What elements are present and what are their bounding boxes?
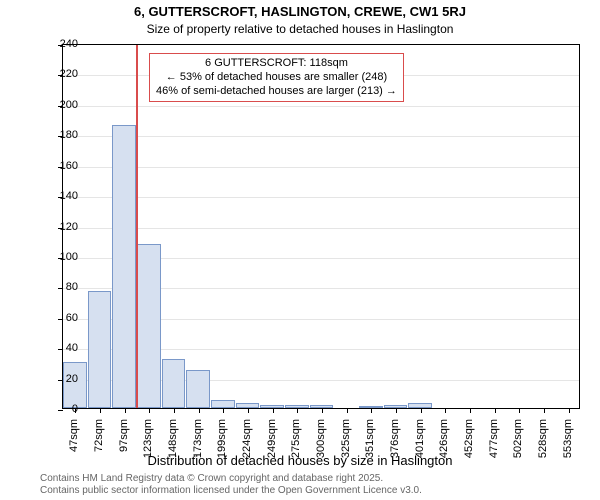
histogram-bar bbox=[162, 359, 186, 408]
x-tick-label: 275sqm bbox=[290, 419, 302, 479]
y-tick-label: 40 bbox=[46, 342, 78, 354]
x-tick-label: 325sqm bbox=[340, 419, 352, 479]
histogram-bar bbox=[186, 370, 210, 408]
x-tick-label: 528sqm bbox=[537, 419, 549, 479]
x-tick-label: 249sqm bbox=[266, 419, 278, 479]
x-tick-label: 376sqm bbox=[389, 419, 401, 479]
chart-footer: Contains HM Land Registry data © Crown c… bbox=[40, 473, 422, 496]
reference-line bbox=[136, 45, 138, 408]
x-tick-label: 199sqm bbox=[216, 419, 228, 479]
y-tick-label: 20 bbox=[46, 373, 78, 385]
plot-area: 6 GUTTERSCROFT: 118sqm← 53% of detached … bbox=[62, 44, 580, 409]
y-tick-label: 180 bbox=[46, 129, 78, 141]
annotation-line: 6 GUTTERSCROFT: 118sqm bbox=[156, 57, 397, 71]
x-tick-label: 173sqm bbox=[192, 419, 204, 479]
x-tick-label: 426sqm bbox=[438, 419, 450, 479]
footer-line-2: Contains public sector information licen… bbox=[40, 485, 422, 497]
x-tick-label: 224sqm bbox=[241, 419, 253, 479]
histogram-bar bbox=[63, 362, 87, 408]
x-tick-label: 123sqm bbox=[142, 419, 154, 479]
y-tick-label: 200 bbox=[46, 99, 78, 111]
chart-container: 6, GUTTERSCROFT, HASLINGTON, CREWE, CW1 … bbox=[0, 0, 600, 500]
x-tick-label: 401sqm bbox=[414, 419, 426, 479]
x-tick-label: 47sqm bbox=[68, 419, 80, 479]
x-tick-label: 477sqm bbox=[488, 419, 500, 479]
y-tick-label: 240 bbox=[46, 38, 78, 50]
footer-line-1: Contains HM Land Registry data © Crown c… bbox=[40, 473, 422, 485]
histogram-bar bbox=[211, 400, 235, 408]
x-tick-label: 72sqm bbox=[93, 419, 105, 479]
histogram-bar bbox=[88, 291, 112, 408]
annotation-line: 46% of semi-detached houses are larger (… bbox=[156, 85, 397, 99]
y-tick-label: 120 bbox=[46, 221, 78, 233]
x-tick-label: 300sqm bbox=[315, 419, 327, 479]
x-tick-label: 351sqm bbox=[364, 419, 376, 479]
x-tick-label: 553sqm bbox=[562, 419, 574, 479]
y-tick-label: 60 bbox=[46, 312, 78, 324]
y-tick-label: 140 bbox=[46, 190, 78, 202]
x-tick-label: 97sqm bbox=[118, 419, 130, 479]
x-tick-label: 452sqm bbox=[463, 419, 475, 479]
chart-subtitle: Size of property relative to detached ho… bbox=[0, 22, 600, 36]
y-tick-label: 80 bbox=[46, 281, 78, 293]
x-tick-label: 502sqm bbox=[512, 419, 524, 479]
x-tick-label: 148sqm bbox=[167, 419, 179, 479]
histogram-bar bbox=[137, 244, 161, 408]
y-tick-label: 220 bbox=[46, 68, 78, 80]
x-axis-label: Distribution of detached houses by size … bbox=[0, 453, 600, 468]
annotation-line: ← 53% of detached houses are smaller (24… bbox=[156, 71, 397, 85]
annotation-box: 6 GUTTERSCROFT: 118sqm← 53% of detached … bbox=[149, 53, 404, 102]
y-tick-label: 0 bbox=[46, 403, 78, 415]
histogram-bar bbox=[112, 125, 136, 408]
y-tick-label: 160 bbox=[46, 160, 78, 172]
chart-title: 6, GUTTERSCROFT, HASLINGTON, CREWE, CW1 … bbox=[0, 4, 600, 19]
y-tick-label: 100 bbox=[46, 251, 78, 263]
